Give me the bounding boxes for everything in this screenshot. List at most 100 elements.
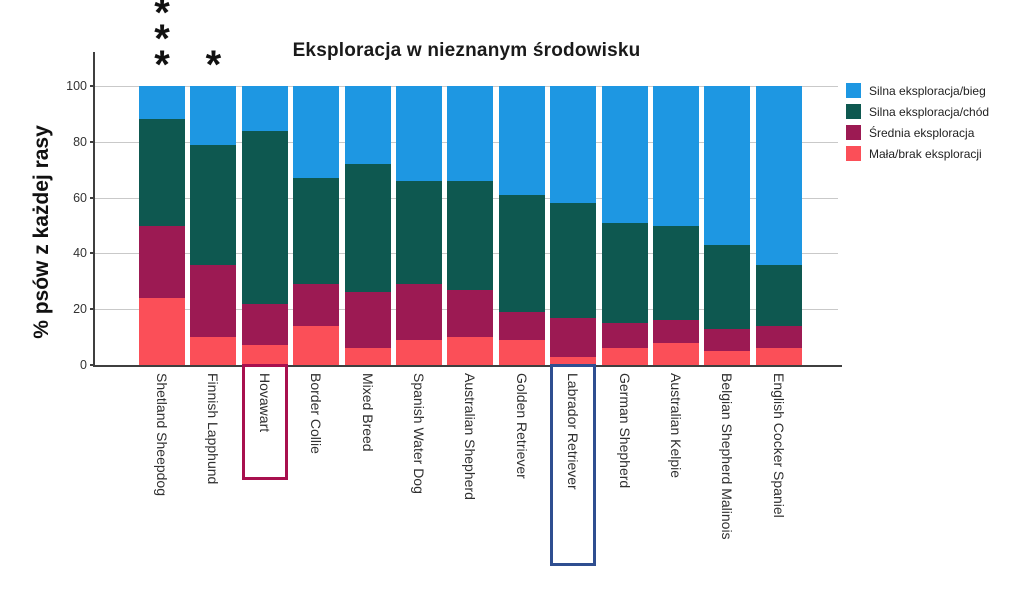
bar-segment-silna-eksploracja-bieg: [755, 86, 802, 265]
bar-segment-mała-brak-eksploracji: [344, 348, 391, 365]
x-label-finnish-lapphund: Finnish Lapphund: [205, 373, 222, 485]
bar-labrador-retriever: [550, 86, 597, 365]
y-tick: [90, 252, 95, 255]
bar-segment-silna-eksploracja-bieg: [498, 86, 545, 195]
bar-segment-silna-eksploracja-chód: [190, 144, 237, 265]
legend-item-1: Silna eksploracja/chód: [846, 104, 989, 119]
y-tick-label: 80: [73, 134, 87, 149]
legend-swatch-icon: [846, 83, 861, 98]
x-label-border-collie: Border Collie: [308, 373, 325, 454]
bar-finnish-lapphund: [190, 86, 237, 365]
bar-segment-silna-eksploracja-chód: [653, 225, 699, 321]
bar-segment-silna-eksploracja-chód: [344, 164, 391, 293]
bar-segment-silna-eksploracja-chód: [601, 222, 648, 324]
x-label-english-cocker-spaniel: English Cocker Spaniel: [770, 373, 787, 518]
bar-segment-silna-eksploracja-bieg: [447, 86, 494, 181]
bar-segment-silna-eksploracja-chód: [498, 194, 545, 312]
y-axis-line: [93, 52, 95, 365]
bar-spanish-water-dog: [396, 86, 442, 365]
legend-swatch-icon: [846, 146, 861, 161]
legend-item-3: Mała/brak eksploracji: [846, 146, 989, 161]
bar-segment-silna-eksploracja-chód: [396, 180, 442, 285]
y-tick: [90, 308, 95, 311]
bar-segment-średnia-eksploracja: [293, 284, 340, 326]
bar-segment-średnia-eksploracja: [190, 264, 237, 338]
x-label-mixed-breed: Mixed Breed: [359, 373, 376, 452]
bar-segment-silna-eksploracja-chód: [447, 180, 494, 290]
bar-mixed-breed: [344, 86, 391, 365]
bar-german-shepherd: [601, 86, 648, 365]
highlight-box-labrador-retriever: [550, 364, 597, 566]
y-tick: [90, 140, 95, 143]
bar-segment-mała-brak-eksploracji: [447, 337, 494, 365]
x-label-australian-kelpie: Australian Kelpie: [668, 373, 684, 479]
bar-segment-silna-eksploracja-bieg: [653, 86, 699, 226]
bar-segment-mała-brak-eksploracji: [653, 342, 699, 365]
x-label-golden-retriever: Golden Retriever: [513, 373, 530, 479]
y-tick-label: 20: [73, 302, 87, 317]
x-axis-line: [93, 365, 842, 367]
bar-segment-mała-brak-eksploracji: [293, 325, 340, 365]
y-tick-label: 40: [73, 246, 87, 261]
bar-segment-mała-brak-eksploracji: [755, 348, 802, 365]
bar-hovawart: [241, 86, 288, 365]
legend-label: Mała/brak eksploracji: [869, 146, 982, 161]
bar-border-collie: [293, 86, 340, 365]
bar-segment-silna-eksploracja-chód: [241, 130, 288, 304]
bar-segment-średnia-eksploracja: [241, 303, 288, 346]
bar-shetland-sheepdog: [139, 86, 185, 365]
legend-swatch-icon: [846, 104, 861, 119]
legend-item-2: Średnia eksploracja: [846, 125, 989, 140]
bar-segment-silna-eksploracja-bieg: [550, 86, 597, 204]
legend-label: Silna eksploracja/bieg: [869, 83, 986, 98]
legend: Silna eksploracja/bieg Silna eksploracja/…: [846, 83, 989, 167]
x-label-spanish-water-dog: Spanish Water Dog: [411, 373, 427, 494]
bar-segment-średnia-eksploracja: [601, 323, 648, 349]
bar-segment-silna-eksploracja-chód: [550, 203, 597, 318]
bar-segment-średnia-eksploracja: [344, 292, 391, 349]
bar-segment-średnia-eksploracja: [653, 320, 699, 343]
bar-segment-silna-eksploracja-bieg: [293, 86, 340, 179]
x-label-german-shepherd: German Shepherd: [616, 373, 633, 489]
bar-segment-mała-brak-eksploracji: [190, 337, 237, 365]
bar-segment-mała-brak-eksploracji: [550, 356, 597, 365]
bar-segment-średnia-eksploracja: [396, 284, 442, 340]
significance-asterisks-finnish-lapphund: *: [205, 43, 222, 87]
bar-segment-silna-eksploracja-bieg: [344, 86, 391, 165]
bar-segment-średnia-eksploracja: [498, 312, 545, 340]
bar-segment-średnia-eksploracja: [139, 225, 185, 299]
y-tick-label: 60: [73, 190, 87, 205]
bar-segment-średnia-eksploracja: [550, 317, 597, 357]
y-axis-title: % psów z każdej rasy: [30, 125, 53, 339]
bar-segment-silna-eksploracja-bieg: [601, 86, 648, 223]
y-tick: [90, 85, 95, 87]
bar-australian-shepherd: [447, 86, 494, 365]
significance-asterisks-shetland-sheepdog: * * *: [154, 0, 170, 87]
bar-segment-silna-eksploracja-chód: [704, 245, 751, 329]
bar-segment-mała-brak-eksploracji: [241, 345, 288, 365]
bar-segment-silna-eksploracja-bieg: [396, 86, 442, 181]
chart-title: Eksploracja w nieznanym środowisku: [292, 40, 641, 61]
y-tick-label: 100: [66, 79, 87, 93]
y-tick-label: 0: [80, 358, 87, 372]
bar-golden-retriever: [498, 86, 545, 365]
x-label-shetland-sheepdog: Shetland Sheepdog: [154, 373, 170, 496]
bar-segment-silna-eksploracja-chód: [293, 178, 340, 285]
bar-segment-silna-eksploracja-bieg: [139, 86, 185, 120]
legend-label: Silna eksploracja/chód: [869, 104, 990, 119]
bar-segment-średnia-eksploracja: [755, 325, 802, 349]
bar-segment-silna-eksploracja-bieg: [190, 86, 237, 145]
bar-segment-mała-brak-eksploracji: [396, 339, 442, 365]
bar-segment-średnia-eksploracja: [447, 289, 494, 338]
legend-swatch-icon: [846, 125, 861, 140]
legend-item-0: Silna eksploracja/bieg: [846, 83, 989, 98]
bar-segment-mała-brak-eksploracji: [498, 339, 545, 365]
legend-label: Średnia eksploracja: [869, 125, 975, 140]
bar-segment-silna-eksploracja-bieg: [704, 86, 751, 246]
bar-segment-silna-eksploracja-chód: [139, 119, 185, 226]
highlight-box-hovawart: [241, 364, 288, 480]
x-label-belgian-shepherd-malinois: Belgian Shepherd Malinois: [719, 373, 736, 540]
bar-segment-mała-brak-eksploracji: [704, 351, 751, 365]
y-tick: [90, 196, 95, 199]
